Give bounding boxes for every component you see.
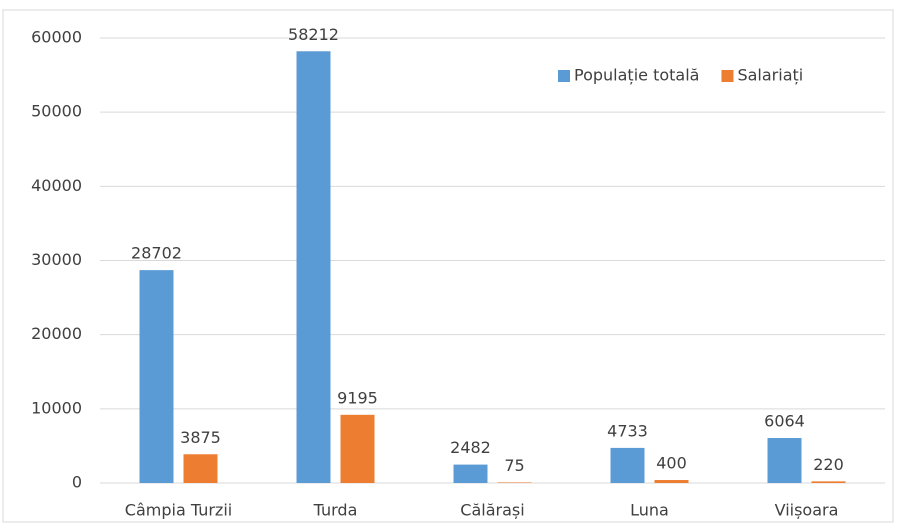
- legend-swatch: [558, 70, 570, 82]
- bar: [139, 270, 174, 483]
- bar: [296, 51, 331, 484]
- y-tick-label: 10000: [31, 398, 82, 417]
- x-tick-label: Viișoara: [775, 501, 839, 520]
- legend-swatch: [721, 70, 734, 82]
- data-label: 6064: [764, 412, 805, 431]
- y-tick-label: 30000: [31, 250, 82, 269]
- x-tick-label: Luna: [630, 501, 669, 520]
- data-label: 75: [504, 456, 524, 475]
- bar: [497, 482, 532, 483]
- legend-label: Salariați: [737, 66, 803, 85]
- data-label: 28702: [131, 244, 182, 263]
- bar: [811, 481, 846, 483]
- bar: [183, 454, 218, 483]
- y-tick-label: 50000: [31, 102, 82, 121]
- data-label: 58212: [288, 25, 339, 44]
- data-label: 9195: [337, 388, 378, 407]
- y-tick-label: 60000: [31, 28, 82, 47]
- bar: [654, 480, 689, 483]
- data-label: 220: [813, 455, 844, 474]
- y-tick-label: 20000: [31, 324, 82, 343]
- data-label: 400: [656, 454, 687, 473]
- y-tick-label: 40000: [31, 176, 82, 195]
- bar: [453, 464, 488, 483]
- bar: [610, 447, 645, 483]
- bar: [340, 414, 375, 483]
- x-tick-label: Câmpia Turzii: [125, 501, 232, 520]
- data-label: 2482: [450, 438, 491, 457]
- chart-border: [2, 9, 894, 523]
- x-tick-label: Turda: [313, 501, 358, 520]
- bar: [767, 438, 802, 483]
- y-tick-label: 0: [72, 473, 82, 492]
- legend-label: Populație totală: [574, 66, 699, 85]
- x-tick-label: Călărași: [460, 501, 524, 520]
- data-label: 3875: [180, 428, 221, 447]
- data-label: 4733: [607, 421, 648, 440]
